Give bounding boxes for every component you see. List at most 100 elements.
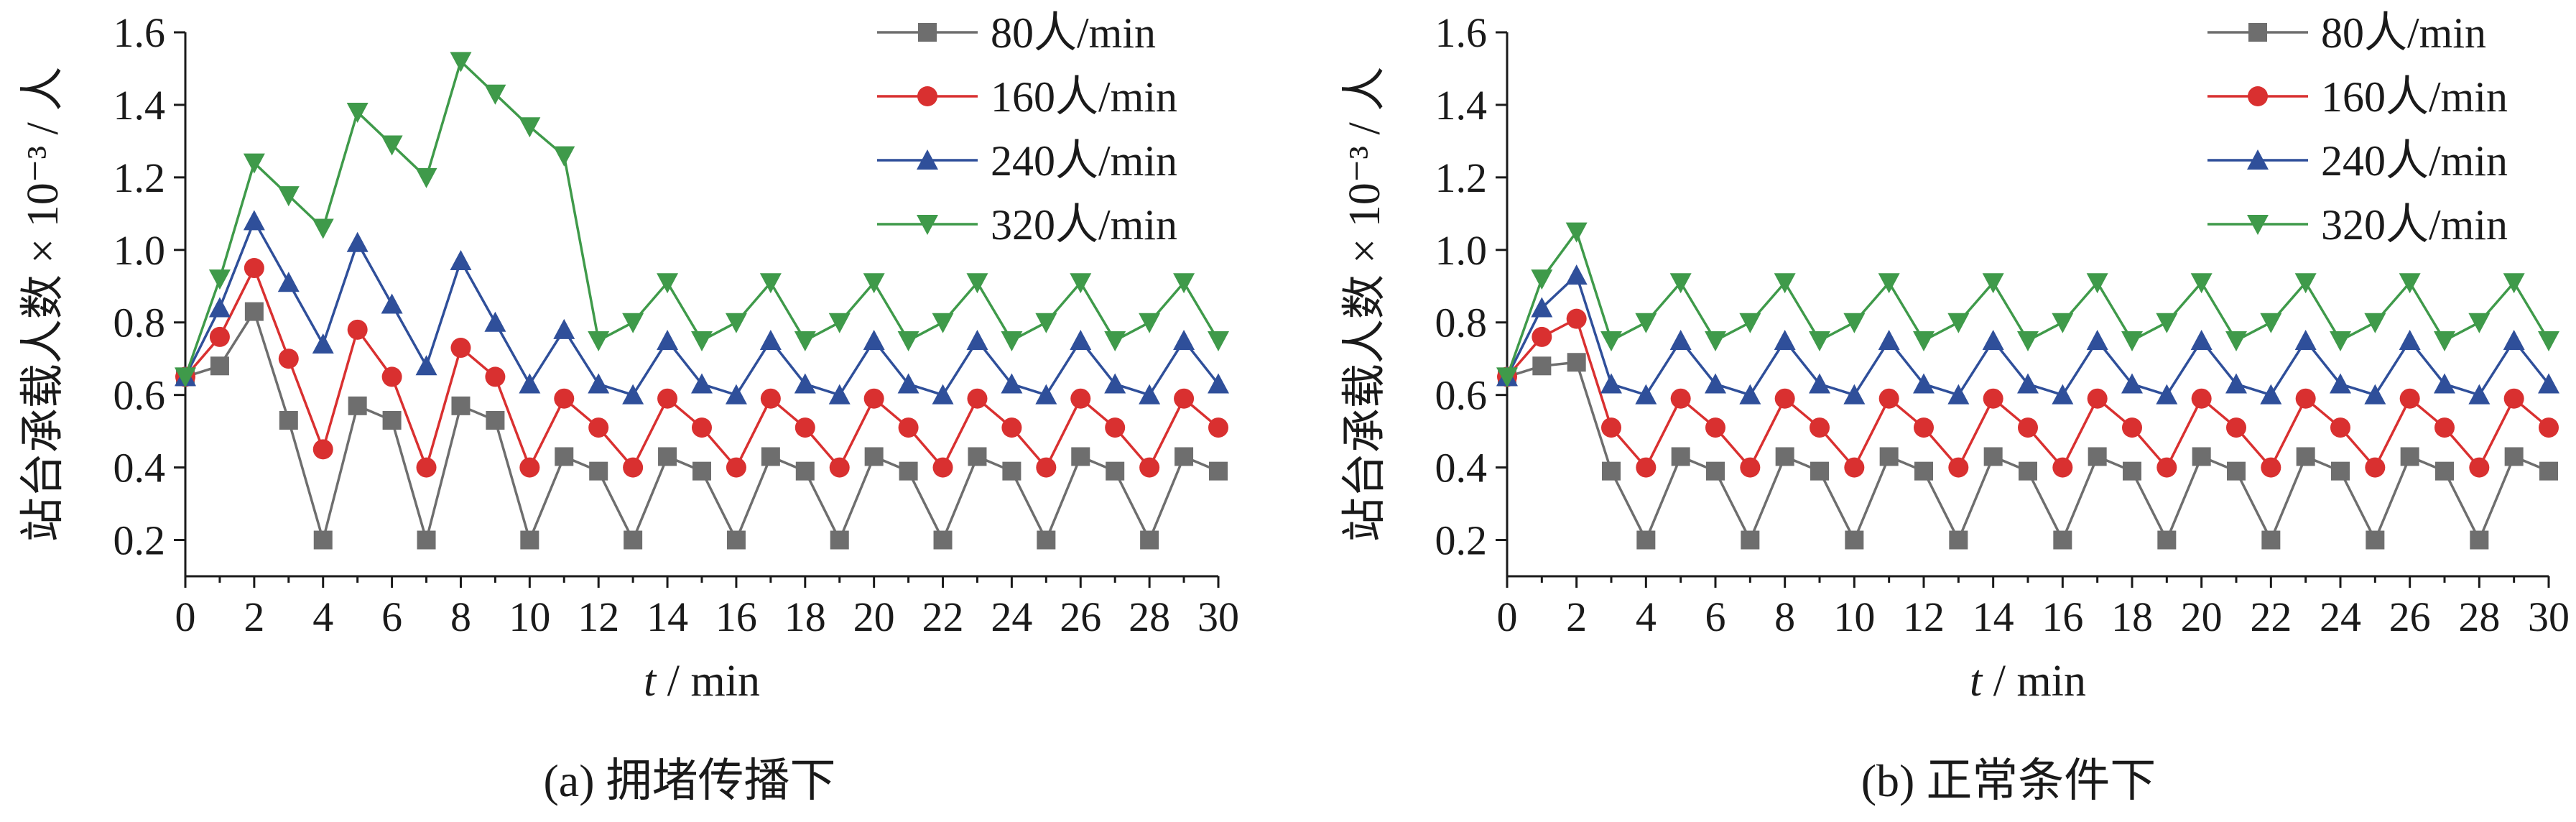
data-point	[1913, 373, 1935, 394]
data-point	[725, 384, 747, 405]
x-tick-label: 6	[1705, 594, 1726, 640]
data-point	[2434, 373, 2455, 394]
y-tick-label: 1.6	[113, 9, 166, 56]
x-tick-label: 12	[578, 594, 619, 640]
data-point	[2260, 313, 2282, 333]
data-point	[2156, 384, 2178, 405]
data-point	[2190, 273, 2213, 294]
data-point	[382, 410, 402, 430]
x-tick-label: 10	[509, 594, 550, 640]
data-point	[932, 457, 953, 478]
legend-label: 320人/min	[991, 201, 1177, 249]
data-point	[244, 302, 264, 321]
x-tick-label: 10	[1833, 594, 1875, 640]
data-point	[519, 373, 541, 394]
data-point	[1566, 308, 1587, 329]
x-tick-label: 24	[2320, 594, 2361, 640]
data-point	[967, 388, 988, 409]
panel-caption: (a) 拥堵传播下	[543, 755, 835, 806]
data-point	[277, 186, 300, 207]
data-point	[2330, 373, 2351, 394]
data-point	[863, 388, 884, 409]
data-point	[2227, 461, 2246, 481]
data-point	[2122, 417, 2142, 438]
data-point	[863, 329, 885, 350]
data-point	[759, 329, 782, 350]
data-point	[1669, 273, 1692, 294]
data-point	[346, 103, 369, 124]
data-point	[2086, 329, 2108, 350]
legend-label: 80人/min	[2321, 9, 2486, 57]
data-point	[795, 461, 815, 481]
data-point	[1774, 273, 1796, 294]
x-tick-label: 18	[784, 594, 826, 640]
data-point	[1601, 417, 1621, 438]
data-point	[451, 396, 471, 415]
data-point	[1532, 356, 1552, 376]
y-tick-label: 0.2	[113, 517, 166, 564]
data-point	[2399, 273, 2421, 294]
legend-marker	[2247, 149, 2269, 170]
data-point	[312, 218, 334, 239]
legend-label: 160人/min	[991, 73, 1177, 121]
x-tick-label: 24	[991, 594, 1032, 640]
y-tick-label: 0.4	[113, 445, 166, 491]
legend-marker	[917, 86, 937, 106]
data-point	[932, 384, 954, 405]
data-point	[1070, 273, 1092, 294]
x-tick-label: 20	[853, 594, 895, 640]
legend-label: 160人/min	[2321, 73, 2508, 121]
x-tick-label: 30	[1197, 594, 1239, 640]
data-point	[1809, 373, 1830, 394]
y-tick-label: 0.8	[1435, 300, 1488, 346]
data-point	[1739, 313, 1761, 333]
data-point	[932, 313, 954, 333]
data-point	[2331, 461, 2350, 481]
x-axis-title-unit: / min	[656, 657, 760, 706]
data-point	[1878, 329, 1900, 350]
data-point	[1949, 530, 1968, 550]
data-point	[1914, 417, 1934, 438]
data-point	[2503, 329, 2525, 350]
data-point	[2156, 313, 2178, 333]
data-point	[588, 417, 609, 438]
x-tick-label: 4	[312, 594, 333, 640]
data-point	[2157, 530, 2177, 550]
data-point	[1947, 384, 1970, 405]
data-point	[624, 530, 643, 550]
y-axis-title: 站台承载人数 × 10⁻³ / 人	[1340, 67, 1389, 542]
y-tick-label: 1.0	[113, 227, 166, 274]
data-point	[450, 249, 472, 270]
data-point	[657, 388, 678, 409]
data-point	[1879, 447, 1899, 466]
data-point	[553, 146, 575, 167]
x-tick-label: 2	[1566, 594, 1587, 640]
data-point	[279, 410, 298, 430]
data-point	[1739, 384, 1761, 405]
legend-label: 320人/min	[2321, 201, 2508, 249]
data-point	[2468, 384, 2491, 405]
data-point	[2399, 388, 2420, 409]
data-point	[1001, 331, 1023, 351]
data-point	[1914, 461, 1933, 481]
y-axis-title: 站台承载人数 × 10⁻³ / 人	[19, 67, 68, 542]
data-point	[312, 333, 334, 354]
y-tick-label: 1.4	[113, 82, 166, 129]
data-point	[1671, 447, 1690, 466]
data-point	[725, 313, 747, 333]
data-point	[1983, 388, 2003, 409]
data-point	[658, 447, 677, 466]
data-point	[1001, 417, 1022, 438]
data-point	[1947, 313, 1970, 333]
data-point	[1174, 388, 1195, 409]
x-tick-label: 0	[1497, 594, 1518, 640]
data-point	[830, 530, 849, 550]
data-point	[2399, 329, 2421, 350]
data-point	[416, 457, 437, 478]
data-point	[520, 530, 539, 550]
x-tick-label: 2	[244, 594, 264, 640]
data-point	[1531, 269, 1553, 290]
data-point	[1139, 313, 1161, 333]
data-point	[1843, 384, 1866, 405]
data-point	[691, 373, 713, 394]
